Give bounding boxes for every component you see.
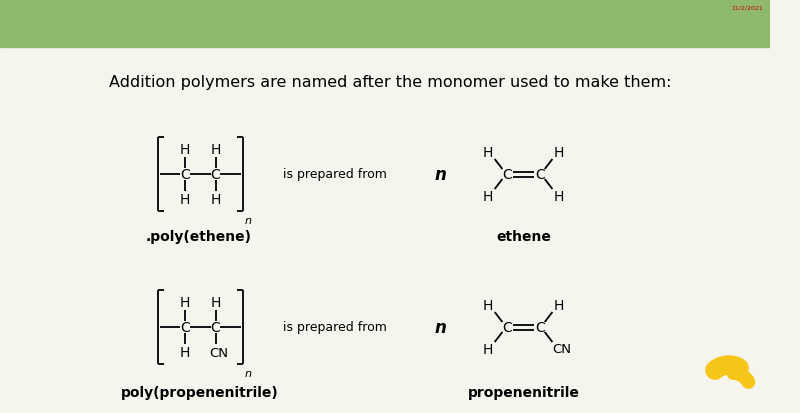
- Text: C: C: [502, 168, 512, 182]
- Text: H: H: [210, 295, 221, 309]
- Text: H: H: [482, 146, 493, 159]
- Text: ethene: ethene: [496, 230, 551, 243]
- Text: poly(propenenitrile): poly(propenenitrile): [122, 385, 279, 399]
- Text: n: n: [245, 216, 251, 225]
- Text: H: H: [179, 345, 190, 359]
- Text: propenenitrile: propenenitrile: [468, 385, 579, 399]
- Text: H: H: [554, 298, 564, 312]
- Text: 11/2/2021: 11/2/2021: [731, 5, 763, 10]
- Text: H: H: [179, 192, 190, 206]
- Text: H: H: [554, 146, 564, 159]
- Bar: [0, 0, 770, 47]
- Text: H: H: [179, 142, 190, 157]
- Text: CN: CN: [553, 343, 571, 356]
- Text: C: C: [180, 168, 190, 182]
- Text: n: n: [245, 368, 251, 378]
- Text: .poly(ethene): .poly(ethene): [146, 230, 251, 243]
- Text: is prepared from: is prepared from: [283, 168, 387, 181]
- Text: H: H: [210, 142, 221, 157]
- Text: C: C: [502, 320, 512, 334]
- Text: H: H: [554, 190, 564, 204]
- Text: H: H: [210, 192, 221, 206]
- Text: H: H: [179, 295, 190, 309]
- Text: H: H: [482, 298, 493, 312]
- Text: H: H: [482, 190, 493, 204]
- Text: C: C: [535, 168, 545, 182]
- Text: is prepared from: is prepared from: [283, 321, 387, 334]
- Text: H: H: [482, 342, 493, 356]
- Text: C: C: [210, 168, 221, 182]
- Text: n: n: [435, 166, 446, 183]
- Text: C: C: [210, 320, 221, 334]
- Text: C: C: [535, 320, 545, 334]
- Text: n: n: [435, 318, 446, 336]
- Text: Addition polymers are named after the monomer used to make them:: Addition polymers are named after the mo…: [109, 75, 671, 90]
- Text: CN: CN: [209, 347, 228, 360]
- Text: C: C: [180, 320, 190, 334]
